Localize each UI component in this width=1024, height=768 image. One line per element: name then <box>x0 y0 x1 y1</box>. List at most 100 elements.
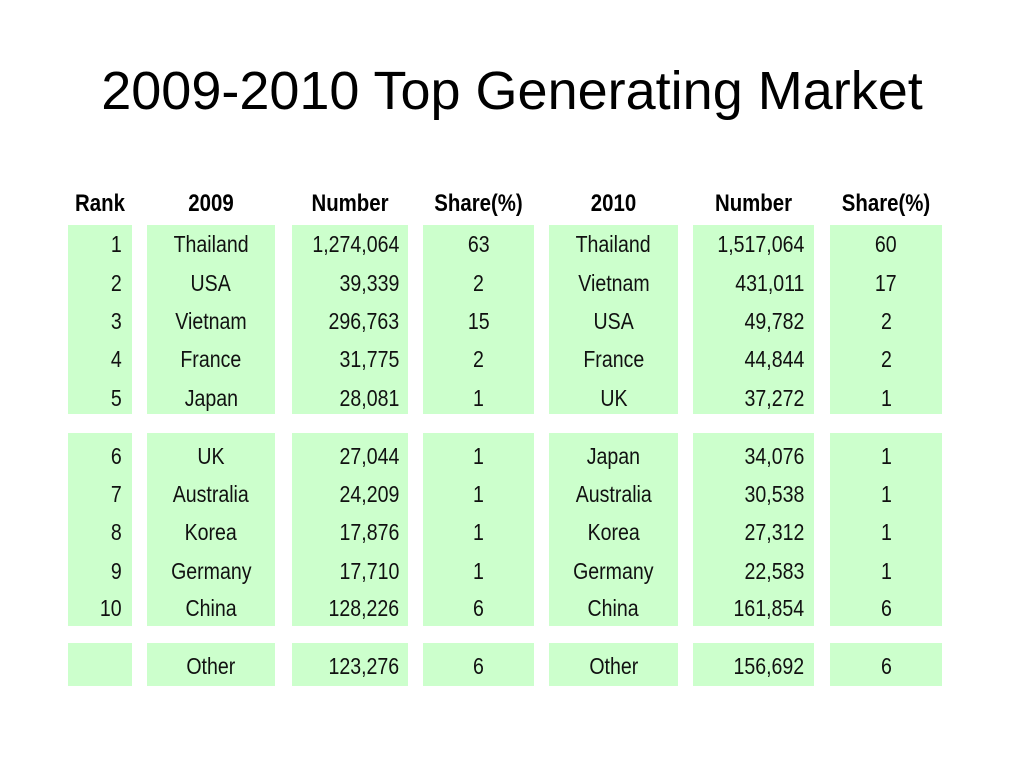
cell-share-2010: 6 <box>880 595 892 621</box>
cell-number-2009: 17,876 <box>339 519 399 545</box>
cell-number-2010: 27,312 <box>744 519 804 545</box>
cell-share-2010: 2 <box>880 346 892 372</box>
cell-rank <box>68 648 122 684</box>
cell-country-2010: Vietnam <box>577 270 650 296</box>
cell-share-2010: 17 <box>875 270 897 296</box>
cell-country-2009: USA <box>190 270 232 296</box>
cell-share-2010: 6 <box>880 653 892 679</box>
cell-block-country-2010-3 <box>549 643 678 686</box>
cell-country-2009: Germany <box>170 558 252 584</box>
cell-block-share-2010-1 <box>830 225 942 414</box>
cell-block-share-2009-3 <box>423 643 534 686</box>
cell-country-2009: UK <box>197 443 225 469</box>
cell-rank: 5 <box>111 385 122 411</box>
cell-number-2009: 123,276 <box>328 653 399 679</box>
cell-block-country-2010-1 <box>549 225 678 414</box>
cell-number-2010: 22,583 <box>744 558 804 584</box>
cell-share-2009: 6 <box>473 595 484 621</box>
cell-share-2010: 1 <box>880 558 892 584</box>
cell-country-2009: France <box>180 346 242 372</box>
cell-number-2010: 44,844 <box>744 346 804 372</box>
cell-share-2010: 60 <box>875 231 897 257</box>
cell-number-2009: 128,226 <box>328 595 399 621</box>
cell-number-2010: 1,517,064 <box>717 231 804 257</box>
cell-block-number-2009-2 <box>292 433 408 626</box>
cell-country-2010: UK <box>599 385 628 411</box>
cell-share-2009: 63 <box>467 231 490 257</box>
cell-rank: 7 <box>111 481 122 507</box>
cell-country-2009: Vietnam <box>175 308 247 334</box>
cell-country-2010: USA <box>593 308 634 334</box>
cell-share-2010: 1 <box>880 443 892 469</box>
cell-rank: 10 <box>100 595 122 621</box>
cell-block-country-2009-3 <box>147 643 275 686</box>
header-number-2010: Number <box>714 190 793 217</box>
header-country-2010: 2010 <box>590 190 637 217</box>
cell-country-2010: China <box>587 595 640 621</box>
cell-country-2010: Japan <box>586 443 641 469</box>
cell-block-share-2010-2 <box>830 433 942 626</box>
cell-country-2010: Thailand <box>575 231 651 257</box>
slide-title: 2009-2010 Top Generating Market <box>101 61 923 121</box>
cell-number-2009: 27,044 <box>339 443 399 469</box>
cell-block-country-2009-2 <box>147 433 275 626</box>
cell-block-number-2010-1 <box>693 225 814 414</box>
cell-share-2010: 1 <box>880 385 892 411</box>
cell-country-2009: Australia <box>172 481 250 507</box>
cell-rank: 4 <box>111 346 122 372</box>
cell-number-2010: 431,011 <box>734 270 804 296</box>
header-number-2009: Number <box>311 190 389 217</box>
header-rank: Rank <box>75 190 125 217</box>
cell-share-2009: 1 <box>473 385 484 411</box>
cell-block-share-2009-2 <box>423 433 534 626</box>
cell-block-country-2010-2 <box>549 433 678 626</box>
cell-number-2009: 28,081 <box>339 385 399 411</box>
cell-country-2009: China <box>185 595 237 621</box>
cell-block-rank-3 <box>68 643 132 686</box>
cell-block-number-2009-1 <box>292 225 408 414</box>
cell-number-2010: 34,076 <box>744 443 804 469</box>
cell-share-2009: 1 <box>473 481 484 507</box>
cell-block-rank-1 <box>68 225 132 414</box>
cell-rank: 9 <box>111 558 122 584</box>
cell-share-2010: 1 <box>880 519 892 545</box>
cell-country-2009: Other <box>186 653 236 679</box>
cell-rank: 2 <box>111 270 122 296</box>
cell-country-2010: Other <box>589 653 638 679</box>
cell-share-2009: 6 <box>473 653 484 679</box>
cell-number-2009: 17,710 <box>339 558 399 584</box>
cell-share-2009: 15 <box>467 308 490 334</box>
cell-country-2010: Australia <box>575 481 652 507</box>
cell-number-2009: 31,775 <box>339 346 399 372</box>
cell-share-2009: 2 <box>473 270 484 296</box>
cell-number-2009: 296,763 <box>328 308 399 334</box>
cell-country-2009: Thailand <box>173 231 249 257</box>
cell-country-2010: Korea <box>587 519 640 545</box>
header-country-2009: 2009 <box>188 190 234 217</box>
cell-number-2009: 24,209 <box>339 481 399 507</box>
cell-share-2009: 2 <box>473 346 484 372</box>
cell-number-2010: 30,538 <box>744 481 804 507</box>
cell-rank: 6 <box>111 443 122 469</box>
header-share-2010: Share(%) <box>841 190 931 217</box>
cell-country-2010: Germany <box>573 558 654 584</box>
cell-block-number-2009-3 <box>292 643 408 686</box>
cell-share-2009: 1 <box>473 519 484 545</box>
cell-share-2009: 1 <box>473 443 484 469</box>
cell-rank: 3 <box>111 308 122 334</box>
cell-number-2009: 1,274,064 <box>312 231 399 257</box>
cell-number-2010: 161,854 <box>733 595 804 621</box>
cell-number-2010: 156,692 <box>733 653 804 679</box>
cell-share-2009: 1 <box>473 558 484 584</box>
cell-country-2009: Korea <box>184 519 238 545</box>
cell-block-share-2010-3 <box>830 643 942 686</box>
cell-block-country-2009-1 <box>147 225 275 414</box>
cell-block-rank-2 <box>68 433 132 626</box>
cell-number-2009: 39,339 <box>339 270 399 296</box>
cell-block-number-2010-2 <box>693 433 814 626</box>
cell-number-2010: 37,272 <box>744 385 804 411</box>
cell-share-2010: 2 <box>880 308 892 334</box>
cell-block-number-2010-3 <box>693 643 814 686</box>
cell-rank: 1 <box>111 231 122 257</box>
